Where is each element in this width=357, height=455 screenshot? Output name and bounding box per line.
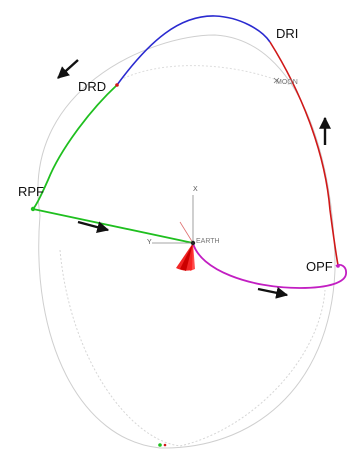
arrow-opf: [257, 286, 289, 299]
transfer-arc: [192, 242, 347, 289]
return-arc: [32, 84, 118, 210]
drd-node: [115, 83, 119, 87]
label-drd: DRD: [78, 79, 106, 94]
label-opf: OPF: [306, 259, 333, 274]
orbit-guide-lunar: [119, 65, 291, 86]
label-earth: EARTH: [196, 238, 220, 245]
return-transfer-line: [32, 208, 194, 244]
bottom-node-red: [163, 443, 167, 447]
arrow-drd: [57, 59, 79, 79]
label-rpf: RPF: [18, 184, 44, 199]
orbit-guide-inner: [59, 249, 326, 447]
label-moon: MOON: [276, 79, 298, 86]
y-axis-label: Y: [147, 239, 152, 246]
label-dri: DRI: [276, 26, 298, 41]
orbit-guide-outer: [37, 34, 336, 449]
rpf-node: [30, 206, 36, 212]
moon-marker: [273, 77, 280, 84]
arrow-rpf: [77, 220, 110, 234]
departure-arc: [116, 15, 271, 86]
earth-cone: [176, 243, 195, 271]
outbound-arc: [269, 41, 339, 266]
bottom-node: [158, 443, 162, 447]
earth-marker: [190, 240, 196, 246]
earth-axes: [152, 195, 194, 244]
x-axis-label: X: [193, 186, 198, 193]
opf-node: [336, 264, 340, 268]
